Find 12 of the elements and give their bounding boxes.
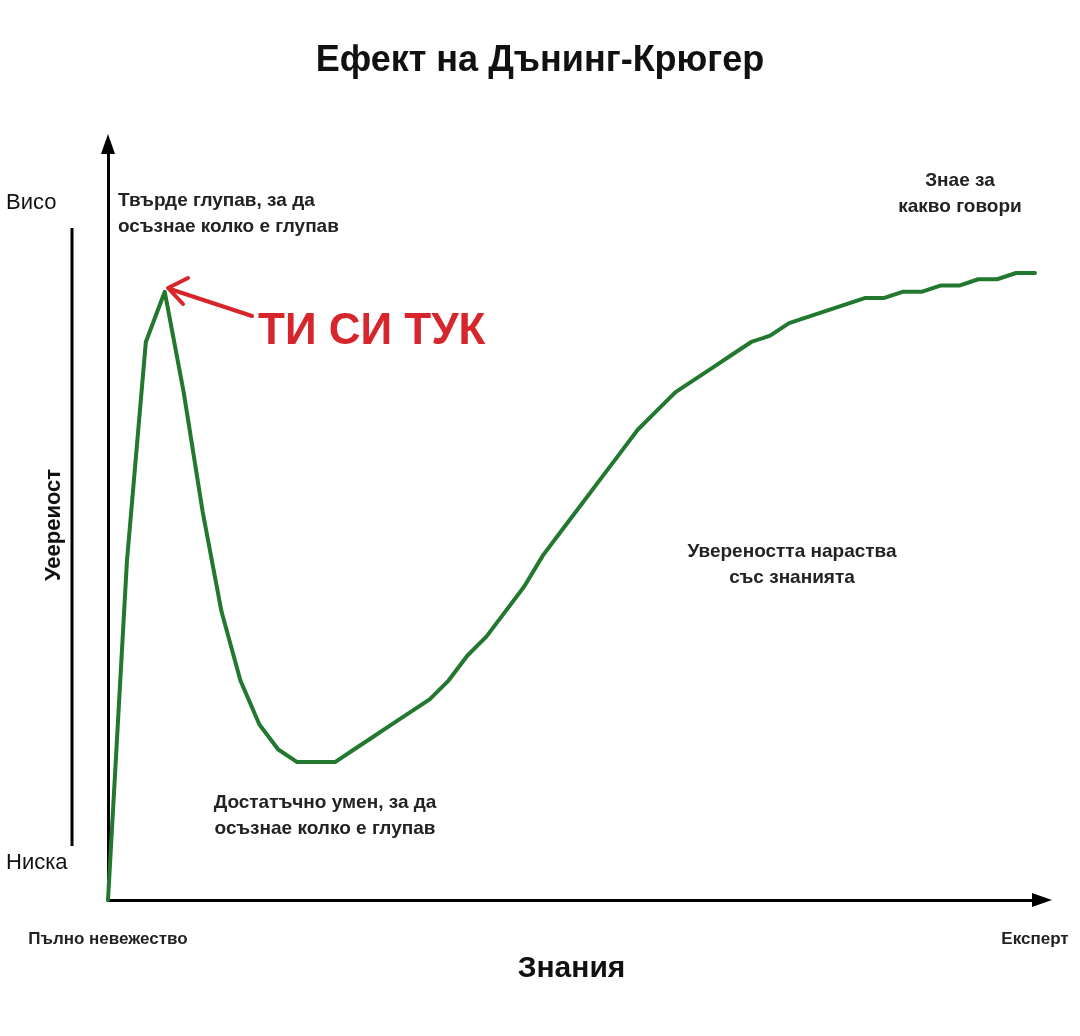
annotation: ТИ СИ ТУК <box>258 304 486 354</box>
text: Твърде глупав, за да осъзнае колко е глупав <box>118 188 339 237</box>
text: Знае за какво говори <box>898 168 1022 217</box>
x-tick-label: Експерт <box>1001 929 1069 948</box>
x-axis-title: Знания <box>517 950 626 984</box>
annotation: Увереността нараства със знанията <box>687 539 898 588</box>
x-tick-label: Пълно невежество <box>28 929 188 948</box>
chart-title: Ефект на Дънинг-Крюгер <box>315 37 765 79</box>
annotation: Достатъчно умен, за да осъзнае колко е глупав <box>213 790 437 839</box>
text: Висо <box>6 188 57 214</box>
y-axis-title: Уеереиост <box>39 468 65 582</box>
text: Ниска <box>6 848 69 874</box>
